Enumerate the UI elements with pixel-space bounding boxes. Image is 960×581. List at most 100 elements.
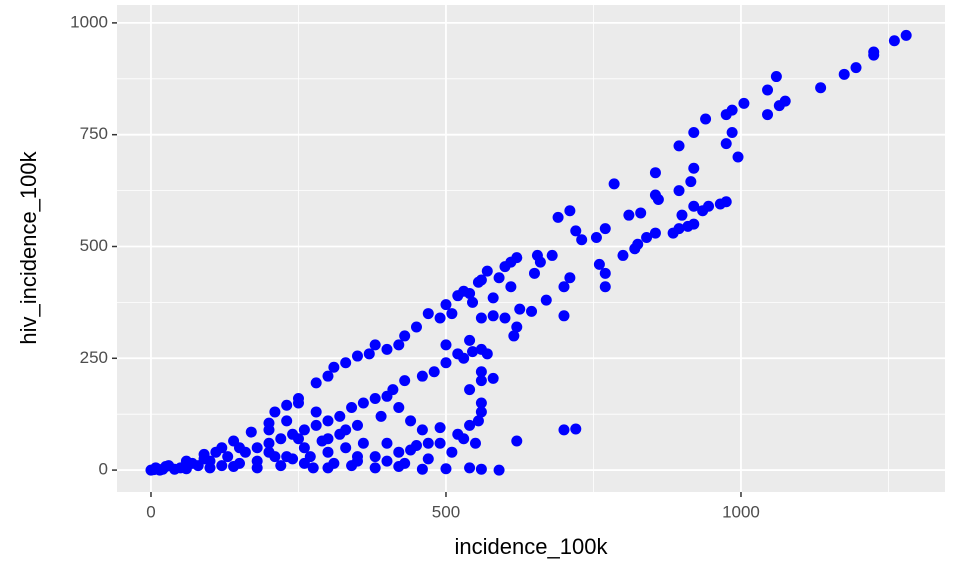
point xyxy=(641,232,653,244)
point xyxy=(738,97,750,109)
point xyxy=(703,200,715,212)
point xyxy=(464,384,476,396)
point xyxy=(298,442,310,454)
point xyxy=(452,428,464,440)
point xyxy=(369,462,381,474)
point xyxy=(169,463,181,475)
point xyxy=(726,126,738,138)
point xyxy=(700,113,712,125)
point xyxy=(381,343,393,355)
point xyxy=(222,451,234,463)
point xyxy=(481,265,493,277)
point xyxy=(310,377,322,389)
point xyxy=(351,455,363,467)
y-tick-label: 750 xyxy=(80,124,108,143)
point xyxy=(493,272,505,284)
point xyxy=(558,281,570,293)
point xyxy=(357,437,369,449)
point xyxy=(251,442,263,454)
point xyxy=(281,415,293,427)
point xyxy=(649,227,661,239)
point xyxy=(900,29,912,41)
point xyxy=(888,35,900,47)
point xyxy=(487,292,499,304)
point xyxy=(475,463,487,475)
point xyxy=(251,462,263,474)
point xyxy=(399,457,411,469)
point xyxy=(599,223,611,235)
point xyxy=(369,339,381,351)
point xyxy=(688,200,700,212)
point xyxy=(570,423,582,435)
point xyxy=(298,457,310,469)
point xyxy=(210,446,222,458)
point xyxy=(428,366,440,378)
x-axis-title: incidence_100k xyxy=(455,534,609,559)
point xyxy=(440,463,452,475)
point xyxy=(381,437,393,449)
point xyxy=(475,343,487,355)
point xyxy=(434,422,446,434)
point xyxy=(422,453,434,465)
point xyxy=(635,207,647,219)
point xyxy=(528,267,540,279)
point xyxy=(599,281,611,293)
point xyxy=(558,424,570,436)
point xyxy=(446,446,458,458)
point xyxy=(720,138,732,150)
point xyxy=(629,243,641,255)
point xyxy=(204,462,216,474)
point xyxy=(608,178,620,190)
point xyxy=(416,463,428,475)
point xyxy=(233,442,245,454)
point xyxy=(673,185,685,197)
point xyxy=(369,393,381,405)
point xyxy=(150,462,162,474)
point xyxy=(263,437,275,449)
point xyxy=(688,162,700,174)
point xyxy=(381,390,393,402)
point xyxy=(564,205,576,217)
point xyxy=(410,321,422,333)
point xyxy=(720,196,732,208)
point xyxy=(393,446,405,458)
point xyxy=(269,406,281,418)
point xyxy=(534,256,546,268)
point xyxy=(514,303,526,315)
point xyxy=(475,397,487,409)
point xyxy=(838,68,850,80)
point xyxy=(688,126,700,138)
point xyxy=(868,49,880,61)
point xyxy=(762,84,774,96)
point xyxy=(399,375,411,387)
point xyxy=(263,446,275,458)
y-tick-label: 500 xyxy=(80,236,108,255)
point xyxy=(434,437,446,449)
point xyxy=(393,339,405,351)
point xyxy=(464,419,476,431)
point xyxy=(298,424,310,436)
point xyxy=(475,406,487,418)
point xyxy=(369,451,381,463)
point xyxy=(593,258,605,270)
y-tick-label: 1000 xyxy=(70,12,108,31)
point xyxy=(281,451,293,463)
point xyxy=(351,419,363,431)
point xyxy=(292,433,304,445)
point xyxy=(275,460,287,472)
point xyxy=(446,308,458,320)
point xyxy=(540,294,552,306)
point xyxy=(160,461,172,473)
x-tick-label: 500 xyxy=(432,502,460,521)
point xyxy=(623,209,635,221)
point xyxy=(452,290,464,302)
point xyxy=(416,424,428,436)
point xyxy=(322,370,334,382)
point xyxy=(599,267,611,279)
point xyxy=(263,424,275,436)
point xyxy=(422,308,434,320)
point xyxy=(526,305,538,317)
point xyxy=(464,334,476,346)
point xyxy=(773,100,785,112)
point xyxy=(472,276,484,288)
